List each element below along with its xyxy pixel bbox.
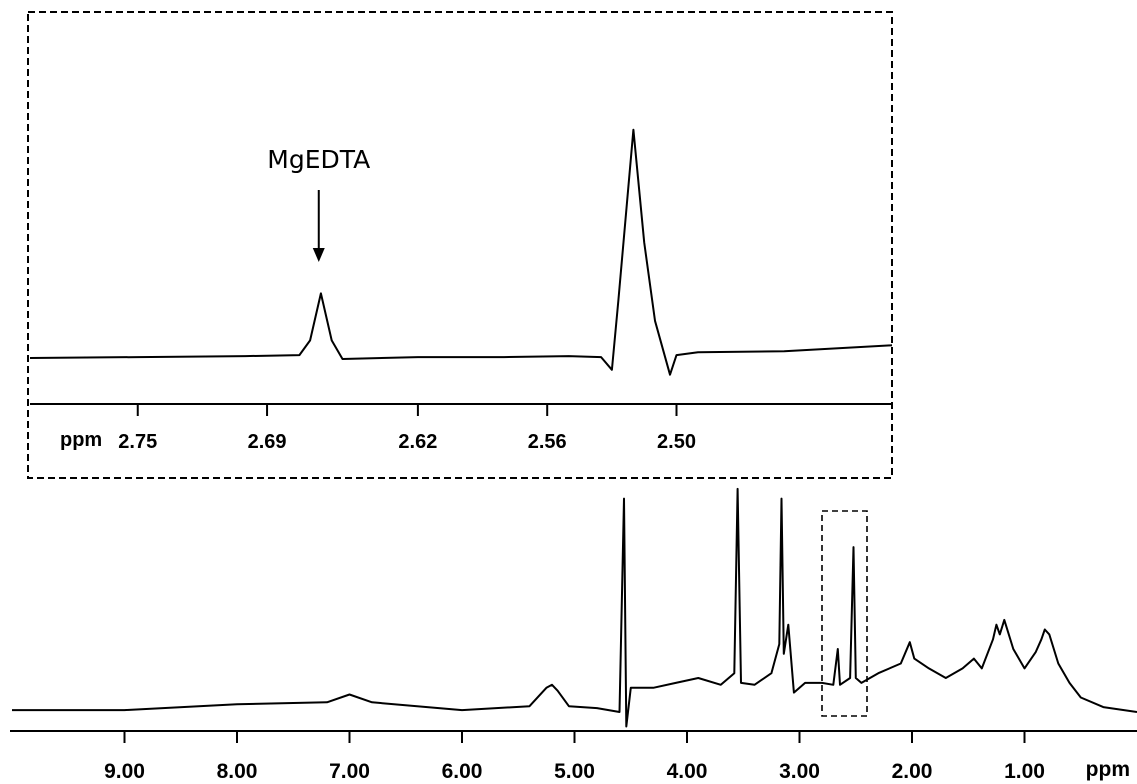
main-tick-label: 7.00: [329, 760, 370, 783]
inset-tick-label: 2.56: [528, 431, 567, 453]
main-tick-label: 9.00: [104, 760, 145, 783]
main-tick-label: 2.00: [892, 760, 933, 783]
main-spectrum-panel: 9.00 8.00 7.00 6.00 5.00 4.00 3.00 2.00 1.00 ppm: [10, 487, 1137, 783]
main-tick-label: 3.00: [779, 760, 820, 783]
mgedta-arrow-head: [312, 248, 325, 262]
main-spectrum-trace: [12, 487, 1137, 728]
main-tick-label: 8.00: [217, 760, 258, 783]
inset-x-ticks: 2.75 2.69 2.62 2.56 2.50: [118, 404, 696, 453]
inset-panel: 2.75 2.69 2.62 2.56 2.50 ppm MgEDTA: [27, 11, 893, 479]
main-tick-label: 1.00: [1004, 760, 1045, 783]
main-tick-label: 5.00: [554, 760, 595, 783]
inset-tick-label: 2.75: [118, 431, 157, 453]
inset-spectrum-trace: [29, 128, 893, 376]
zoom-region-box: [821, 510, 868, 717]
inset-tick-label: 2.69: [248, 431, 287, 453]
main-tick-label: 4.00: [667, 760, 708, 783]
main-x-axis-label: ppm: [1086, 758, 1130, 781]
main-x-ticks: 9.00 8.00 7.00 6.00 5.00 4.00 3.00 2.00 1.00: [104, 731, 1045, 783]
inset-x-axis-label: ppm: [60, 429, 102, 451]
inset-tick-label: 2.50: [657, 431, 696, 453]
inset-frame: [27, 11, 893, 479]
inset-tick-label: 2.62: [398, 431, 437, 453]
main-tick-label: 6.00: [442, 760, 483, 783]
mgedta-annotation-label: MgEDTA: [267, 145, 370, 174]
